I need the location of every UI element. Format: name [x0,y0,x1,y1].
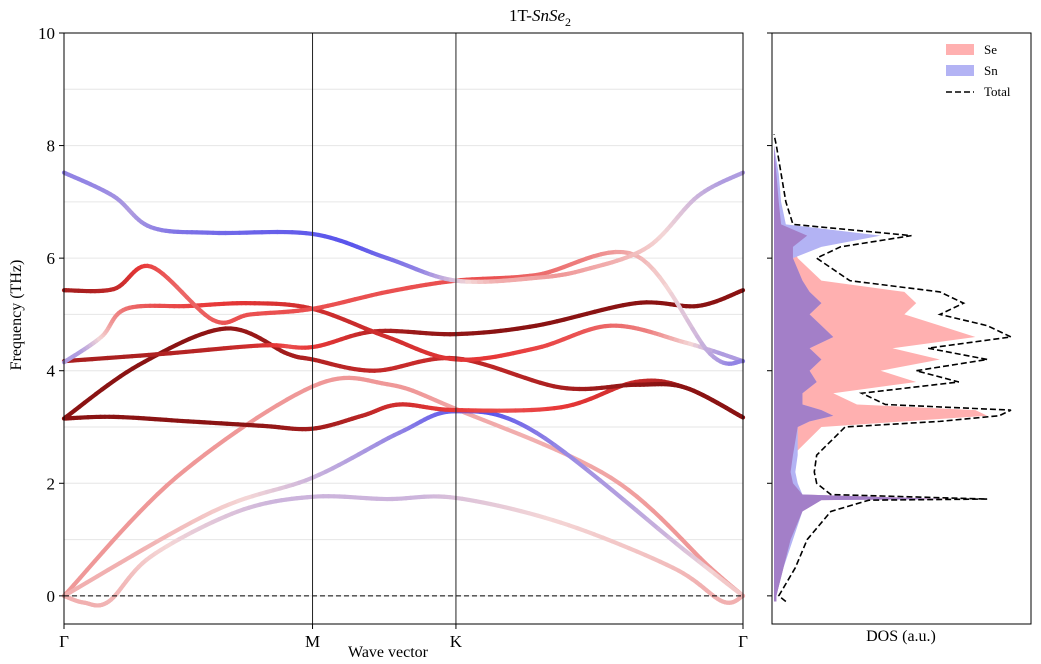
x-tick-label: Γ [59,632,69,651]
y-tick-label: 6 [47,249,56,268]
band-segment [563,450,579,464]
y-tick-label: 2 [47,474,56,493]
y-tick-label: 4 [47,362,56,381]
band-segment [146,492,160,506]
band-segment [100,540,114,555]
x-tick-label: M [305,632,320,651]
band-segment [179,519,196,530]
dos-panel: DOS (a.u.) Se Sn Total [767,32,1032,645]
phonon-band [61,409,746,598]
band-segment [117,553,135,566]
legend-item-sn: Sn [946,63,998,78]
band-segment [574,459,591,473]
band-segment [136,501,151,516]
band-segment [529,437,546,447]
legend-item-se: Se [946,42,997,57]
phonon-band [61,301,746,365]
band-segment [223,429,239,442]
x-tick-label: K [450,632,463,651]
phonon-band [61,249,746,366]
band-segment [142,539,160,551]
band-grid [64,32,743,597]
dos-y-ticks [767,32,772,597]
dos-areas [773,134,1014,603]
band-segment [130,546,147,558]
y-tick-label: 8 [47,137,56,156]
x-tick-label: Γ [738,632,748,651]
title-prefix: 1T- [509,6,532,25]
y-ticks: 0 2 4 6 8 10 [38,24,64,606]
band-segment [656,526,671,540]
phonon-band [61,288,746,364]
legend-swatch [946,65,974,76]
band-plot-frame [63,32,744,625]
dos-legend: Se Sn Total [946,42,1011,99]
band-segment [118,520,132,535]
dos-plot-frame [771,32,1032,625]
legend-label: Total [984,84,1011,99]
band-segment [212,437,228,450]
band-segment [95,567,111,579]
dos-area-se [774,134,988,602]
band-segment [645,517,661,531]
band-segment [586,468,603,483]
phonon-band [61,494,746,608]
band-segment [202,444,217,457]
band-lines [61,170,746,608]
band-segment [610,488,627,503]
legend-label: Se [984,42,997,57]
band-segment [552,442,568,455]
title-formula: SnSe [532,6,566,25]
title-subscript: 2 [565,15,571,29]
legend-swatch [946,44,974,55]
y-tick-label: 0 [47,587,56,606]
y-axis-label: Frequency (THz) [8,260,25,371]
x-axis-label: Wave vector [348,644,429,661]
band-segment [192,452,207,465]
chart-title: 1T-SnSe2 [509,6,571,29]
band-segment [127,510,141,525]
legend-label: Sn [984,63,998,78]
band-segment [167,525,184,537]
band-segment [517,432,534,442]
band-segment [633,507,650,522]
band-segment [109,530,123,545]
band-segment [155,483,169,497]
y-tick-label: 10 [38,24,55,43]
dos-area-overlap [774,134,945,602]
band-segment [541,442,559,452]
band-segment [505,427,522,437]
band-segment [622,498,639,513]
band-segment [598,478,615,493]
band-segment [155,532,172,544]
band-segment [106,560,123,572]
phonon-band [61,170,746,284]
dos-x-axis-label: DOS (a.u.) [866,628,936,645]
dos-total-line [773,134,1014,603]
phonon-band [61,375,746,598]
legend-item-total: Total [946,84,1011,99]
